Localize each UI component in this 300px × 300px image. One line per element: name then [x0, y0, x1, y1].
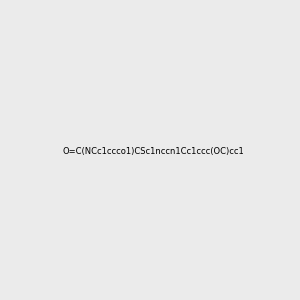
Text: O=C(NCc1ccco1)CSc1nccn1Cc1ccc(OC)cc1: O=C(NCc1ccco1)CSc1nccn1Cc1ccc(OC)cc1: [63, 147, 244, 156]
